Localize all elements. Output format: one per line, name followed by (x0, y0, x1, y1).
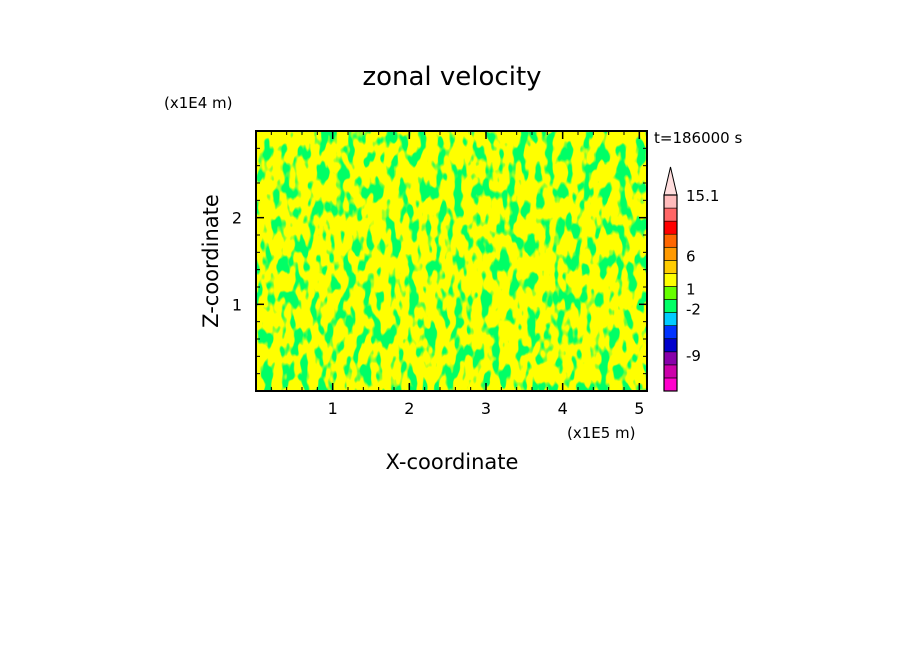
colorbar-band (663, 220, 678, 235)
colorbar-label: -2 (686, 301, 701, 319)
y-tick-label: 1 (232, 295, 242, 314)
y-tick-label: 2 (232, 209, 242, 228)
x-unit-label: (x1E5 m) (567, 424, 636, 442)
x-tick-label: 2 (404, 399, 414, 418)
x-tick-label: 4 (558, 399, 568, 418)
colorbar-band (663, 299, 678, 313)
colorbar: 15.1 6 1 -2 -9 (663, 166, 719, 392)
plot-area (256, 131, 647, 391)
y-axis-label: Z-coordinate (199, 194, 223, 328)
y-axis-ticks: 12 (232, 147, 647, 375)
x-axis-label: X-coordinate (386, 450, 519, 474)
colorbar-band (663, 260, 678, 274)
colorbar-band (663, 364, 678, 379)
x-tick-label: 1 (328, 399, 338, 418)
colorbar-label: -9 (686, 347, 701, 365)
x-tick-label: 3 (481, 399, 491, 418)
colorbar-band (663, 312, 678, 326)
colorbar-band (663, 246, 678, 261)
x-tick-label: 5 (634, 399, 644, 418)
x-axis-ticks: 1 2 3 4 5 (270, 131, 644, 418)
colorbar-max-arrow (663, 166, 678, 196)
colorbar-label: 6 (686, 247, 696, 265)
colorbar-label: 15.1 (686, 187, 719, 205)
chart-title: zonal velocity (362, 62, 541, 92)
colorbar-band (663, 338, 678, 353)
time-label: t=186000 s (654, 129, 742, 147)
y-unit-label: (x1E4 m) (164, 94, 233, 112)
colorbar-frame (663, 194, 678, 392)
colorbar-band (663, 286, 678, 300)
colorbar-band (663, 194, 678, 209)
colorbar-band (663, 207, 678, 222)
colorbar-band (663, 233, 678, 248)
colorbar-band (663, 273, 678, 287)
colorbar-band (663, 325, 678, 340)
velocity-field-streaks (256, 131, 647, 391)
colorbar-band (663, 351, 678, 366)
plot-frame (255, 130, 648, 392)
colorbar-band (663, 377, 678, 392)
colorbar-label: 1 (686, 281, 696, 299)
